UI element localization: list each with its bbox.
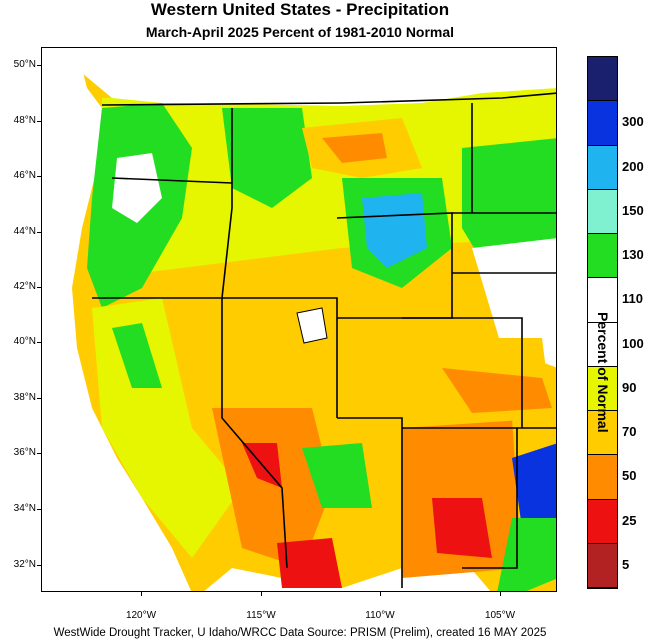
legend-swatch <box>588 234 617 279</box>
region-wyoming-very-wet <box>362 193 427 268</box>
precipitation-map <box>41 47 557 592</box>
region-texas-wet <box>497 518 556 591</box>
region-new-mexico-very-dry <box>432 498 492 558</box>
legend-label: 90 <box>622 379 637 395</box>
region-nebraska-normal <box>472 238 556 368</box>
lon-tick <box>261 592 262 596</box>
lat-label-48: 48°N <box>13 115 36 126</box>
region-nevada <box>152 278 312 448</box>
lat-label-40: 40°N <box>13 336 36 347</box>
legend-swatch <box>588 145 617 190</box>
lat-label-32: 32°N <box>13 559 36 570</box>
lat-tick <box>37 287 41 288</box>
legend-label: 110 <box>622 291 643 307</box>
region-montana-drier <box>322 133 387 163</box>
lon-label-110: 110°W <box>365 610 395 621</box>
region-pnw-normal <box>112 153 162 223</box>
legend-swatch <box>588 455 617 500</box>
lat-tick <box>37 509 41 510</box>
map-subtitle: March-April 2025 Percent of 1981-2010 No… <box>145 24 455 40</box>
legend-label: 25 <box>622 512 637 528</box>
legend-colorbar <box>587 56 618 589</box>
lon-tick <box>380 592 381 596</box>
lat-tick <box>37 176 41 177</box>
legend-swatch <box>588 411 617 456</box>
state-boundaries <box>92 92 556 588</box>
lat-tick <box>37 121 41 122</box>
region-az-south-very-dry <box>277 538 342 588</box>
great-salt-lake <box>296 307 328 344</box>
region-texas-extreme <box>512 443 556 528</box>
lat-tick <box>37 398 41 399</box>
legend-label: 100 <box>622 335 644 351</box>
lon-label-120: 120°W <box>125 610 157 621</box>
legend-swatch <box>588 57 617 102</box>
lat-tick <box>37 65 41 66</box>
footer-credit: WestWide Drought Tracker, U Idaho/WRCC D… <box>53 627 547 639</box>
lon-tick <box>141 592 142 596</box>
legend-label: 200 <box>622 158 644 174</box>
lat-label-46: 46°N <box>13 170 36 181</box>
region-arizona-wet <box>302 443 372 508</box>
legend-swatch <box>588 366 617 411</box>
lat-label-44: 44°N <box>13 226 36 237</box>
legend-swatch <box>588 499 617 544</box>
lon-tick <box>500 592 501 596</box>
region-norcal-wet <box>112 323 162 388</box>
lat-label-38: 38°N <box>13 392 36 403</box>
lat-tick <box>37 342 41 343</box>
region-colorado-dry <box>442 368 552 413</box>
legend-swatch <box>588 322 617 367</box>
map-canvas <box>42 48 556 591</box>
lat-label-50: 50°N <box>13 59 36 70</box>
lat-label-34: 34°N <box>13 503 36 514</box>
legend-label: 150 <box>622 202 644 218</box>
lon-label-115: 115°W <box>246 610 276 621</box>
pacific-ocean <box>42 48 192 591</box>
legend-title: Percent of Normal <box>595 312 611 433</box>
legend-label: 70 <box>622 424 637 440</box>
legend-swatch <box>588 278 617 323</box>
legend-label: 50 <box>622 468 637 484</box>
legend-label: 130 <box>622 247 644 263</box>
legend-label: 300 <box>622 114 644 130</box>
lat-label-36: 36°N <box>13 447 36 458</box>
legend-swatch <box>588 543 617 588</box>
legend-label: 5 <box>622 556 630 572</box>
legend-swatch <box>588 189 617 234</box>
region-idaho-wet <box>222 108 312 208</box>
lon-label-105: 105°W <box>484 610 516 621</box>
lat-tick <box>37 232 41 233</box>
canada-area <box>42 48 556 106</box>
lat-tick <box>37 565 41 566</box>
lat-label-42: 42°N <box>13 281 36 292</box>
lat-tick <box>37 453 41 454</box>
map-title: Western United States - Precipitation <box>150 0 450 19</box>
legend-swatch <box>588 101 617 146</box>
